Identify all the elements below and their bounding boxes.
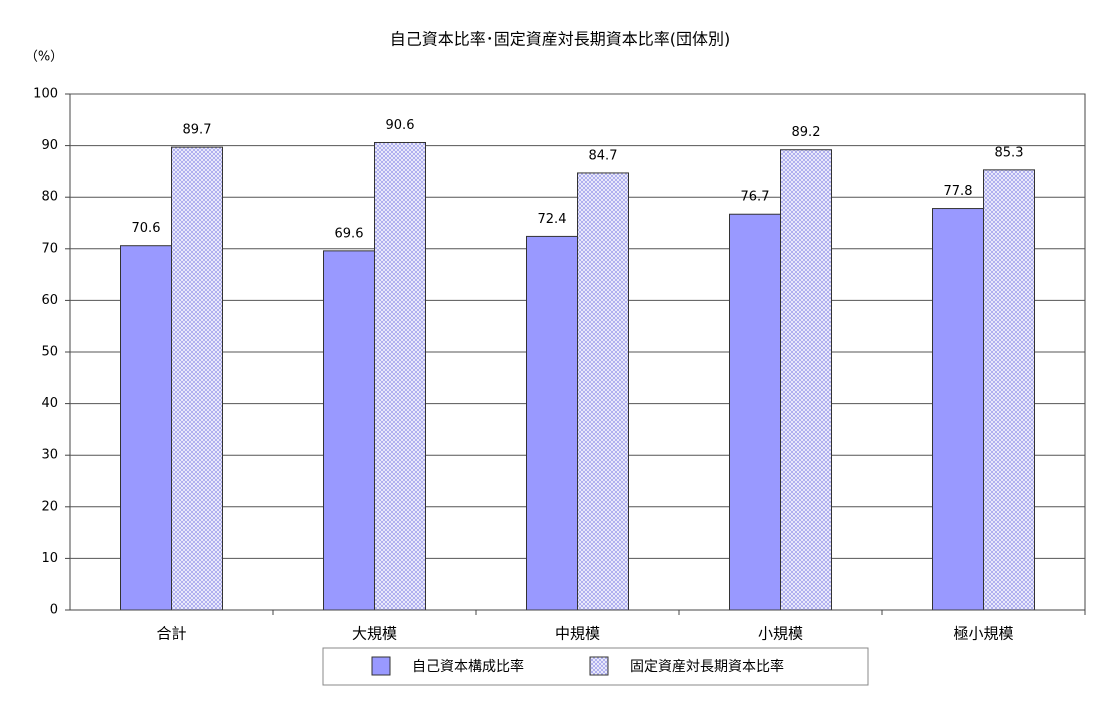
y-tick-label: 30 [41,448,58,463]
data-label: 84.7 [589,148,618,163]
y-axis-label: （%） [25,50,63,65]
y-tick-label: 90 [41,138,58,153]
y-tick-label: 70 [41,241,58,256]
legend-swatch [371,656,391,676]
data-label: 76.7 [741,190,770,205]
data-label: 89.7 [183,123,212,138]
bar [120,245,172,611]
y-tick-label: 60 [41,293,58,308]
x-tick-label: 合計 [156,625,186,643]
legend-label: 自己資本構成比率 [412,658,524,675]
bar [932,208,984,611]
bar [171,146,223,611]
chart-title: 自己資本比率･固定資産対長期資本比率(団体別) [390,30,731,49]
bar [780,149,832,611]
x-tick-label: 極小規模 [953,625,1013,643]
x-tick-label: 大規模 [352,625,397,643]
bar [323,250,375,611]
x-tick-label: 小規模 [758,625,803,643]
data-label: 89.2 [792,125,821,140]
y-tick-label: 80 [41,190,58,205]
legend-swatch [589,656,609,676]
legend-label: 固定資産対長期資本比率 [630,658,784,675]
data-label: 70.6 [132,221,161,236]
x-tick-label: 中規模 [555,625,600,643]
bar [983,169,1035,611]
y-tick-label: 20 [41,499,58,514]
data-label: 90.6 [386,118,415,133]
bar [729,213,781,611]
data-label: 85.3 [995,145,1024,160]
data-label: 72.4 [538,212,567,227]
y-tick-label: 50 [41,345,58,360]
data-label: 77.8 [944,184,973,199]
bar [526,235,578,611]
y-tick-label: 100 [33,87,58,102]
y-tick-label: 10 [41,551,58,566]
y-tick-label: 40 [41,396,58,411]
bar [577,172,629,611]
y-tick-label: 0 [50,603,58,618]
data-label: 69.6 [335,226,364,241]
bar [374,142,426,611]
